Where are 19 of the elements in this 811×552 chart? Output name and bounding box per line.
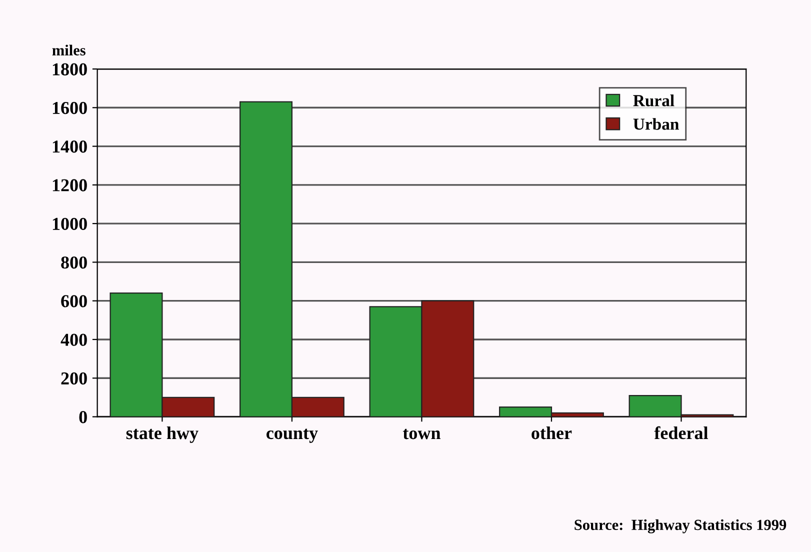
y-tick-label: 0 [79, 411, 87, 424]
y-tick-label: 600 [61, 295, 87, 308]
y-tick-label: 1800 [52, 63, 87, 76]
y-tick-label: 1000 [52, 218, 87, 230]
y-tick-label: 400 [60, 334, 87, 346]
legend-label: Rural [633, 94, 674, 106]
y-tick-label: 1200 [52, 179, 87, 192]
y-tick-label: 1600 [52, 102, 87, 114]
x-tick-label: federal [654, 426, 708, 440]
x-tick-label: other [532, 426, 572, 440]
y-axis-title: miles [52, 44, 86, 56]
x-tick-label: town [402, 428, 441, 440]
x-tick-label: county [266, 428, 318, 443]
source-note: Source: Highway Statistics 1999 [574, 519, 786, 534]
y-tick-label: 800 [61, 256, 87, 269]
x-tick-label: state hwy [126, 426, 198, 443]
y-tick-label: 1400 [52, 140, 87, 153]
y-tick-label: 200 [61, 372, 87, 385]
legend-label: Urban [633, 118, 679, 130]
